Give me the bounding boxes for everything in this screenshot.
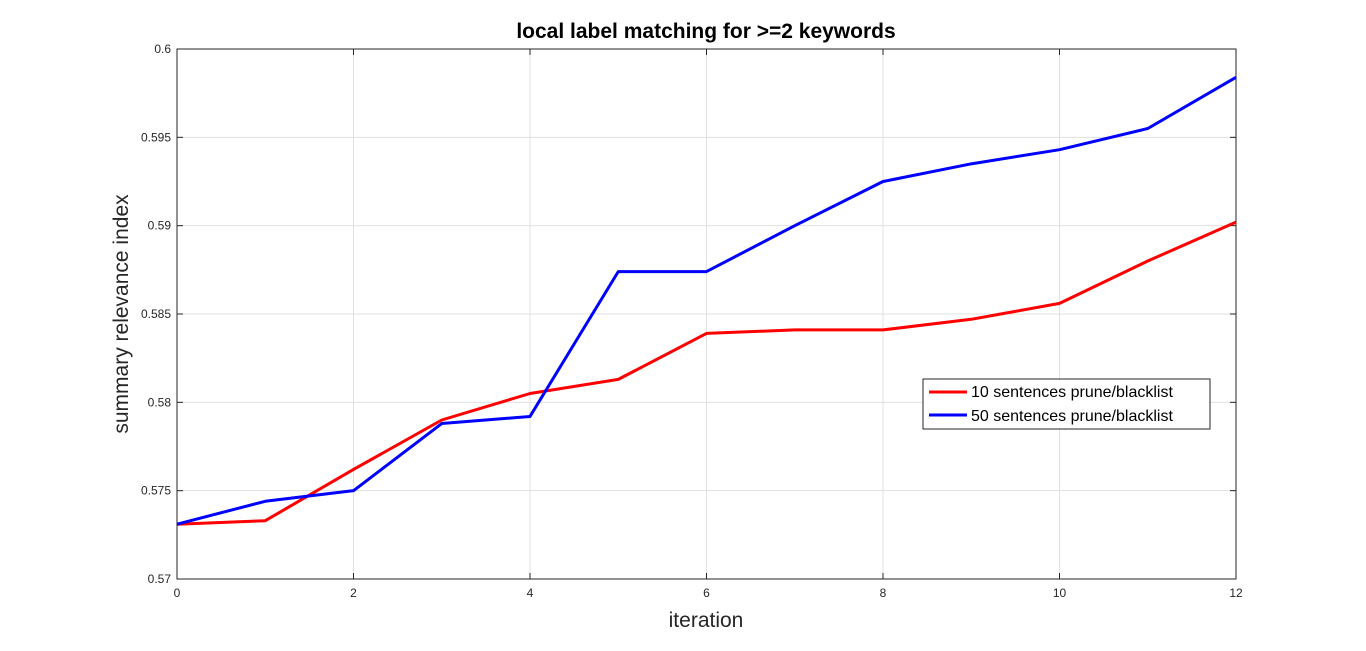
axis-ticks: 0 2 4 6 8 10 12 0.57 0.575 0.58 0.585 0.59 0.595 0.6 (141, 42, 1243, 600)
x-tick-label: 0 (174, 586, 181, 600)
y-tick-label: 0.58 (148, 395, 172, 409)
y-axis-label: summary relevance index (110, 194, 133, 434)
y-tick-label: 0.575 (141, 484, 171, 498)
legend-label-10-sentences: 10 sentences prune/blacklist (971, 384, 1173, 401)
series-line-50-sentences (176, 75, 1237, 526)
x-tick-label: 12 (1229, 586, 1243, 600)
y-tick-label: 0.595 (141, 130, 171, 144)
y-tick-label: 0.585 (141, 307, 171, 321)
y-tick-label: 0.59 (148, 219, 172, 233)
x-axis-label: iteration (669, 609, 744, 632)
series-lines (176, 75, 1237, 526)
x-tick-label: 2 (350, 586, 357, 600)
x-tick-label: 6 (703, 586, 710, 600)
y-tick-label: 0.6 (154, 42, 171, 56)
x-tick-label: 4 (527, 586, 534, 600)
series-line-10-sentences (176, 220, 1237, 526)
legend-box (922, 378, 1211, 430)
legend: 10 sentences prune/blacklist 50 sentence… (922, 378, 1211, 430)
x-tick-label: 10 (1053, 586, 1067, 600)
x-tick-label: 8 (880, 586, 887, 600)
y-tick-label: 0.57 (148, 572, 172, 586)
chart-title: local label matching for >=2 keywords (516, 20, 895, 43)
legend-label-50-sentences: 50 sentences prune/blacklist (971, 408, 1173, 425)
